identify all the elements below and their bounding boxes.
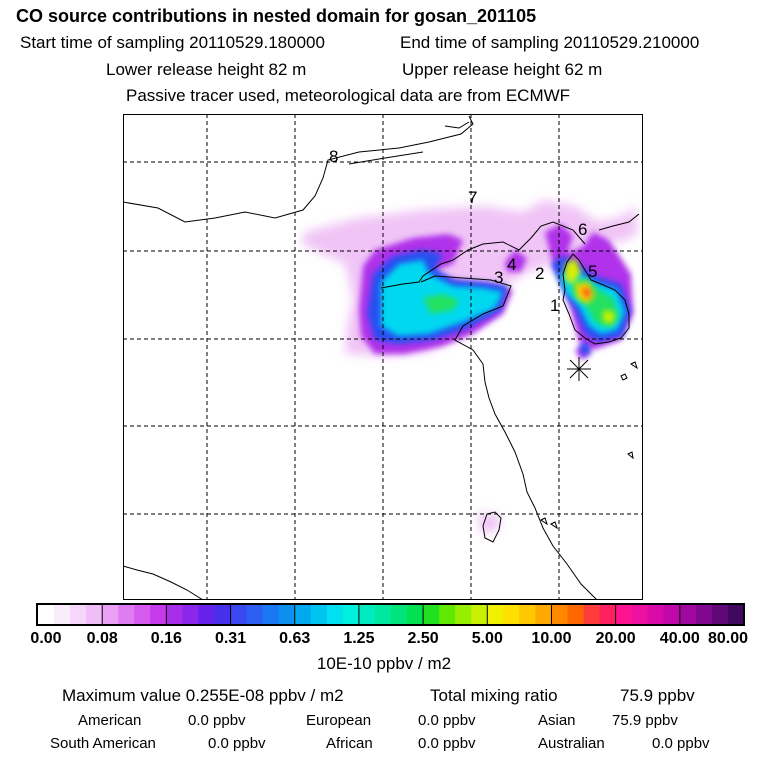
region-label-1: 1	[550, 296, 559, 315]
colorbar-cell	[70, 605, 87, 624]
region-label-7: 7	[468, 188, 477, 207]
colorbar-cell	[535, 605, 553, 624]
colorbar-cell	[166, 605, 184, 624]
region-label-6: 6	[578, 220, 587, 239]
total-mixing-label: Total mixing ratio	[430, 686, 558, 705]
colorbar-cell	[118, 605, 135, 624]
colorbar-cell	[214, 605, 232, 624]
colorbar-cell	[358, 605, 376, 624]
colorbar	[36, 603, 745, 626]
colorbar-cell	[246, 605, 264, 624]
colorbar-cell	[439, 605, 456, 624]
colorbar-tick-label: 2.50	[407, 630, 439, 647]
region-label-2: 2	[535, 264, 544, 283]
colorbar-cell	[503, 605, 520, 624]
source-value-african: 0.0 ppbv	[418, 735, 476, 752]
colorbar-cell	[471, 605, 488, 624]
plume-hotspot	[565, 258, 615, 356]
colorbar-cell	[326, 605, 344, 624]
region-label-4: 4	[507, 255, 516, 274]
upper-release-height: Upper release height 62 m	[402, 60, 603, 79]
colorbar-tick-label: 5.00	[471, 630, 503, 647]
source-value-south-american: 0.0 ppbv	[208, 735, 266, 752]
colorbar-cell	[679, 605, 697, 624]
colorbar-tick-label: 0.63	[279, 630, 311, 647]
colorbar-cell	[294, 605, 312, 624]
colorbar-cell	[599, 605, 617, 624]
end-time-label: End time of sampling 20110529.210000	[400, 33, 700, 52]
concentration-map: 1 2 3 4 5 6 7 8	[123, 114, 643, 600]
colorbar-tick-label: 1.25	[343, 630, 375, 647]
colorbar-cell	[695, 605, 713, 624]
colorbar-cell	[583, 605, 601, 624]
coastlines	[123, 115, 640, 600]
map-gridlines	[123, 114, 643, 600]
colorbar-cell	[374, 605, 392, 624]
receptor-marker	[567, 357, 591, 381]
colorbar-cell	[278, 605, 296, 624]
colorbar-cell	[198, 605, 216, 624]
colorbar-cell	[455, 605, 472, 624]
colorbar-tick-label: 0.00	[30, 630, 62, 647]
colorbar-cell	[86, 605, 103, 624]
map-frame	[123, 114, 643, 600]
colorbar-cell	[102, 605, 119, 624]
source-name-australian: Australian	[538, 735, 605, 752]
source-value-asian: 75.9 ppbv	[612, 712, 678, 729]
colorbar-cell	[631, 605, 649, 624]
colorbar-cell	[615, 605, 633, 624]
source-name-european: European	[306, 712, 372, 729]
colorbar-cell	[567, 605, 585, 624]
colorbar-tick-label: 20.00	[595, 630, 636, 647]
colorbar-cell	[150, 605, 167, 624]
colorbar-cell	[262, 605, 280, 624]
source-name-south-american: South American	[50, 735, 156, 752]
colorbar-cell	[391, 605, 408, 624]
source-value-australian: 0.0 ppbv	[652, 735, 710, 752]
colorbar-cell	[727, 605, 745, 624]
colorbar-cell	[407, 605, 424, 624]
colorbar-cell	[551, 605, 569, 624]
source-name-african: African	[326, 735, 373, 752]
lower-release-height: Lower release height 82 m	[106, 60, 307, 79]
maximum-value: Maximum value 0.255E-08 ppbv / m2	[62, 686, 344, 705]
colorbar-cell	[487, 605, 504, 624]
source-name-asian: Asian	[538, 712, 576, 729]
source-value-american: 0.0 ppbv	[188, 712, 246, 729]
colorbar-tick-label: 10.00	[531, 630, 572, 647]
colorbar-cell	[519, 605, 537, 624]
colorbar-cell	[38, 605, 55, 624]
colorbar-tick-label: 0.16	[150, 630, 182, 647]
colorbar-cell	[310, 605, 328, 624]
tracer-note: Passive tracer used, meteorological data…	[126, 86, 571, 105]
colorbar-cell	[663, 605, 681, 624]
source-value-european: 0.0 ppbv	[418, 712, 476, 729]
chart-title: CO source contributions in nested domain…	[16, 6, 537, 26]
total-mixing-value: 75.9 ppbv	[620, 686, 695, 705]
colorbar-cell	[134, 605, 151, 624]
colorbar-tick-label: 0.08	[86, 630, 118, 647]
region-label-5: 5	[588, 262, 597, 281]
colorbar-cell	[182, 605, 200, 624]
colorbar-tick-label: 0.31	[214, 630, 247, 647]
colorbar-cell	[711, 605, 729, 624]
start-time-label: Start time of sampling 20110529.180000	[20, 33, 325, 52]
region-label-3: 3	[494, 268, 503, 287]
colorbar-cell	[54, 605, 71, 624]
region-label-8: 8	[329, 147, 338, 166]
source-name-american: American	[78, 712, 142, 729]
colorbar-tick-label: 80.00	[707, 630, 749, 647]
colorbar-cell	[647, 605, 665, 624]
colorbar-tick-label: 40.00	[659, 630, 700, 647]
colorbar-cell	[342, 605, 360, 624]
colorbar-cell	[230, 605, 248, 624]
colorbar-cell	[423, 605, 440, 624]
colorbar-unit: 10E-10 ppbv / m2	[316, 654, 452, 673]
